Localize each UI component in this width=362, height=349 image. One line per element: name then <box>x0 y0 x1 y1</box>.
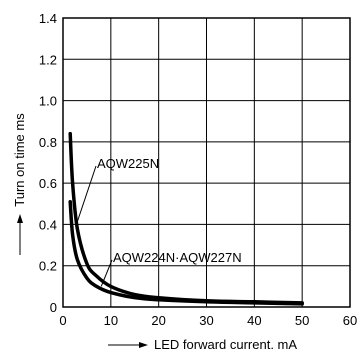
y-tick-label: 0 <box>50 300 57 315</box>
plot-frame <box>62 17 351 308</box>
x-tick-label: 50 <box>295 313 309 328</box>
x-tick-label: 60 <box>343 313 357 328</box>
y-axis-title: Turn on time ms <box>12 113 27 207</box>
y-tick-labels: 0 0.2 0.4 0.6 0.8 1.0 1.2 1.4 <box>39 11 57 315</box>
y-axis-arrowhead <box>17 214 23 223</box>
y-tick-label: 0.6 <box>39 176 57 191</box>
y-tick-label: 1.2 <box>39 52 57 67</box>
series-lines <box>68 131 304 306</box>
y-tick-label: 0.4 <box>39 217 57 232</box>
y-tick-label: 0.8 <box>39 135 57 150</box>
y-tick-label: 1.0 <box>39 94 57 109</box>
series-label-aqw224n-aqw227n: AQW224N·AQW227N <box>113 250 242 265</box>
y-tick-label: 1.4 <box>39 11 57 26</box>
x-tick-label: 0 <box>59 313 66 328</box>
x-axis-title-group: LED forward current, mA <box>108 337 297 349</box>
x-tick-label: 20 <box>151 313 165 328</box>
series-leader-aqw224n-aqw227n <box>100 259 113 287</box>
grid <box>62 17 351 308</box>
series-line-1 <box>68 199 304 306</box>
y-tick-label: 0.2 <box>39 259 57 274</box>
x-axis-title: LED forward current, mA <box>154 337 297 349</box>
series-leader-aqw225n <box>75 165 97 225</box>
x-tick-label: 10 <box>104 313 118 328</box>
x-axis-arrowhead <box>139 342 148 348</box>
y-axis-title-group: Turn on time ms <box>12 113 27 255</box>
x-tick-label: 30 <box>199 313 213 328</box>
x-tick-labels: 0 10 20 30 40 50 60 <box>59 313 357 328</box>
series-label-aqw225n: AQW225N <box>97 156 159 171</box>
x-tick-label: 40 <box>247 313 261 328</box>
